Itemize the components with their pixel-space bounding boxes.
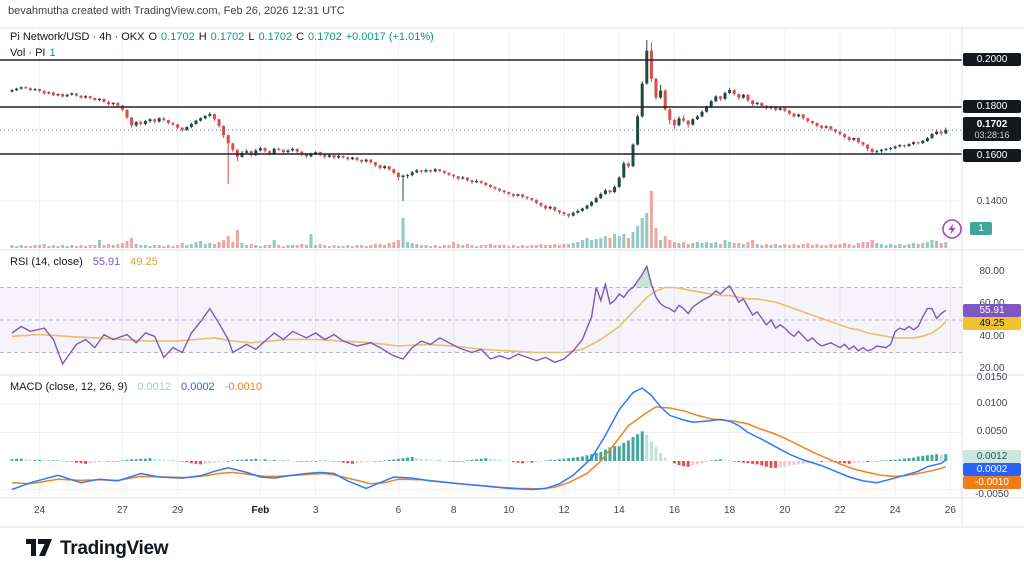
macd-tick-m0050: -0.0050 (975, 489, 1009, 500)
low-value: 0.1702 (258, 31, 293, 43)
rsi-title: RSI (14, close) (10, 256, 83, 268)
time-axis-label: 24 (889, 505, 901, 516)
rsi-tick-20: 20.00 (979, 363, 1005, 374)
macd-signal-badge: -0.0010 (963, 476, 1021, 489)
macd-tick-0100: 0.0100 (976, 398, 1008, 409)
time-axis-label: 10 (503, 505, 515, 516)
macd-legend[interactable]: MACD (close, 12, 26, 9) 0.0012 0.0002 -0.00… (10, 381, 266, 393)
time-axis-label: 3 (312, 505, 319, 516)
macd-signal-value: -0.0010 (224, 381, 262, 393)
price-level-badge-0160: 0.1600 (963, 149, 1021, 162)
rsi-value: 55.91 (92, 256, 121, 268)
tradingview-logo-icon (26, 536, 52, 562)
time-axis-label: 14 (613, 505, 625, 516)
open-label: O (148, 31, 158, 43)
rsi-tick-80: 80.00 (979, 266, 1005, 277)
price-level-badge-0200: 0.2000 (963, 53, 1021, 66)
lightning-trade-icon[interactable] (941, 218, 963, 240)
time-axis-label: 18 (724, 505, 736, 516)
time-axis-label: 8 (450, 505, 457, 516)
macd-tick-0050: 0.0050 (976, 426, 1008, 437)
time-scale[interactable]: 24 27 29 Feb 3 6 8 10 12 14 16 18 20 22 24 26 (0, 499, 962, 525)
symbol-legend[interactable]: Pi Network/USD · 4h · OKX O 0.1702 H 0.1702 L… (10, 31, 438, 43)
rsi-ma-value-badge: 49.25 (963, 317, 1021, 330)
macd-hist-value: 0.0012 (137, 381, 172, 393)
rsi-tick-40: 40.00 (979, 331, 1005, 342)
time-axis-label: 24 (34, 505, 46, 516)
time-axis-label: 22 (834, 505, 846, 516)
last-price-box: 0.1702 03:28:16 (963, 117, 1021, 141)
volume-label: Vol · PI (10, 47, 46, 59)
open-value: 0.1702 (161, 31, 195, 43)
low-label: L (248, 31, 255, 43)
tradingview-logo-text: TradingView (60, 538, 169, 559)
last-price-value: 0.1702 (976, 119, 1008, 130)
attribution-text: bevahmutha created with TradingView.com,… (8, 5, 345, 17)
tradingview-logo[interactable]: TradingView (26, 536, 169, 562)
time-axis-label: 12 (558, 505, 570, 516)
bar-countdown: 03:28:16 (974, 130, 1010, 140)
macd-line-value: 0.0002 (181, 381, 215, 393)
time-axis-label: 29 (172, 505, 184, 516)
time-axis-label: Feb (251, 505, 270, 516)
close-value: 0.1702 (308, 31, 342, 43)
symbol-title: Pi Network/USD · 4h · OKX (10, 31, 145, 43)
time-axis-label: 20 (779, 505, 791, 516)
time-axis-label: 16 (668, 505, 680, 516)
change-value: +0.0017 (+1.01%) (345, 31, 434, 43)
high-label: H (198, 31, 207, 43)
time-axis-label: 26 (944, 505, 956, 516)
macd-line-badge: 0.0002 (963, 463, 1021, 476)
volume-legend[interactable]: Vol · PI 1 (10, 47, 60, 59)
rsi-value-badge: 55.91 (963, 304, 1021, 317)
volume-value: 1 (49, 47, 56, 59)
time-axis-label: 6 (395, 505, 402, 516)
macd-tick-0150: 0.0150 (976, 372, 1008, 383)
rsi-tick-60: 60.00 (963, 298, 1021, 309)
close-label: C (296, 31, 305, 43)
time-axis-label: 27 (116, 505, 128, 516)
price-tick-0140: 0.1400 (976, 196, 1008, 207)
rsi-ma-value: 49.25 (130, 256, 158, 268)
high-value: 0.1702 (210, 31, 245, 43)
macd-hist-badge: 0.0012 (963, 450, 1021, 463)
price-level-badge-0180: 0.1800 (963, 100, 1021, 113)
macd-title: MACD (close, 12, 26, 9) (10, 381, 128, 393)
rsi-legend[interactable]: RSI (14, close) 55.91 49.25 (10, 256, 162, 268)
volume-axis-badge: 1 (970, 222, 992, 235)
